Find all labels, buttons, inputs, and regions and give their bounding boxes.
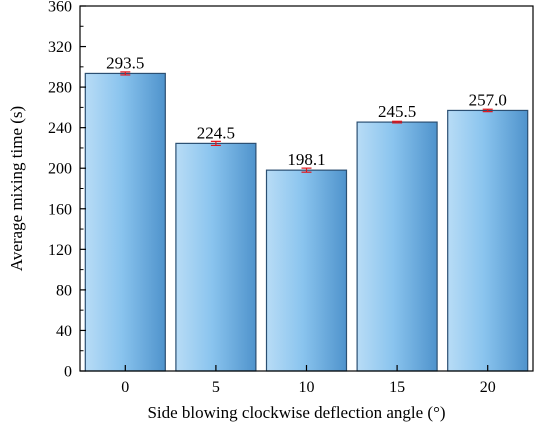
bars-group bbox=[84, 72, 529, 372]
bar bbox=[175, 142, 257, 372]
error-bars-group bbox=[120, 71, 493, 173]
data-label: 293.5 bbox=[106, 53, 144, 72]
error-bar bbox=[210, 140, 221, 147]
data-label: 224.5 bbox=[197, 123, 235, 142]
y-tick-label: 160 bbox=[48, 201, 72, 218]
x-axis: 0 5 10 15 20 bbox=[121, 365, 496, 396]
error-bar bbox=[120, 71, 131, 76]
y-tick-label: 240 bbox=[48, 120, 72, 137]
y-tick-label: 80 bbox=[56, 282, 72, 299]
y-tick-label: 120 bbox=[48, 242, 72, 259]
data-label: 198.1 bbox=[287, 150, 325, 169]
x-axis-title: Side blowing clockwise deflection angle … bbox=[147, 403, 445, 422]
y-tick-label: 200 bbox=[48, 161, 72, 178]
data-labels-group: 293.5 224.5 198.1 245.5 257.0 bbox=[106, 53, 507, 169]
data-label: 257.0 bbox=[469, 90, 507, 109]
y-tick-label: 40 bbox=[56, 323, 72, 340]
bar bbox=[447, 109, 529, 372]
y-axis-title: Average mixing time (s) bbox=[7, 106, 26, 271]
x-tick-label: 0 bbox=[121, 379, 129, 396]
y-tick-label: 320 bbox=[48, 39, 72, 56]
bar bbox=[265, 169, 348, 372]
data-label: 245.5 bbox=[378, 102, 416, 121]
x-tick-label: 10 bbox=[299, 379, 315, 396]
x-tick-label: 5 bbox=[212, 379, 220, 396]
error-bar bbox=[392, 120, 403, 124]
x-tick-label: 15 bbox=[389, 379, 405, 396]
error-bar bbox=[482, 108, 493, 113]
bar bbox=[84, 72, 166, 372]
bar bbox=[356, 121, 438, 372]
error-bar bbox=[301, 167, 312, 173]
x-tick-label: 20 bbox=[480, 379, 496, 396]
y-tick-label: 0 bbox=[64, 364, 72, 381]
y-tick-label: 360 bbox=[48, 0, 72, 16]
y-axis: 0 40 80 120 160 200 240 280 320 360 bbox=[48, 0, 86, 381]
y-tick-label: 280 bbox=[48, 80, 72, 97]
